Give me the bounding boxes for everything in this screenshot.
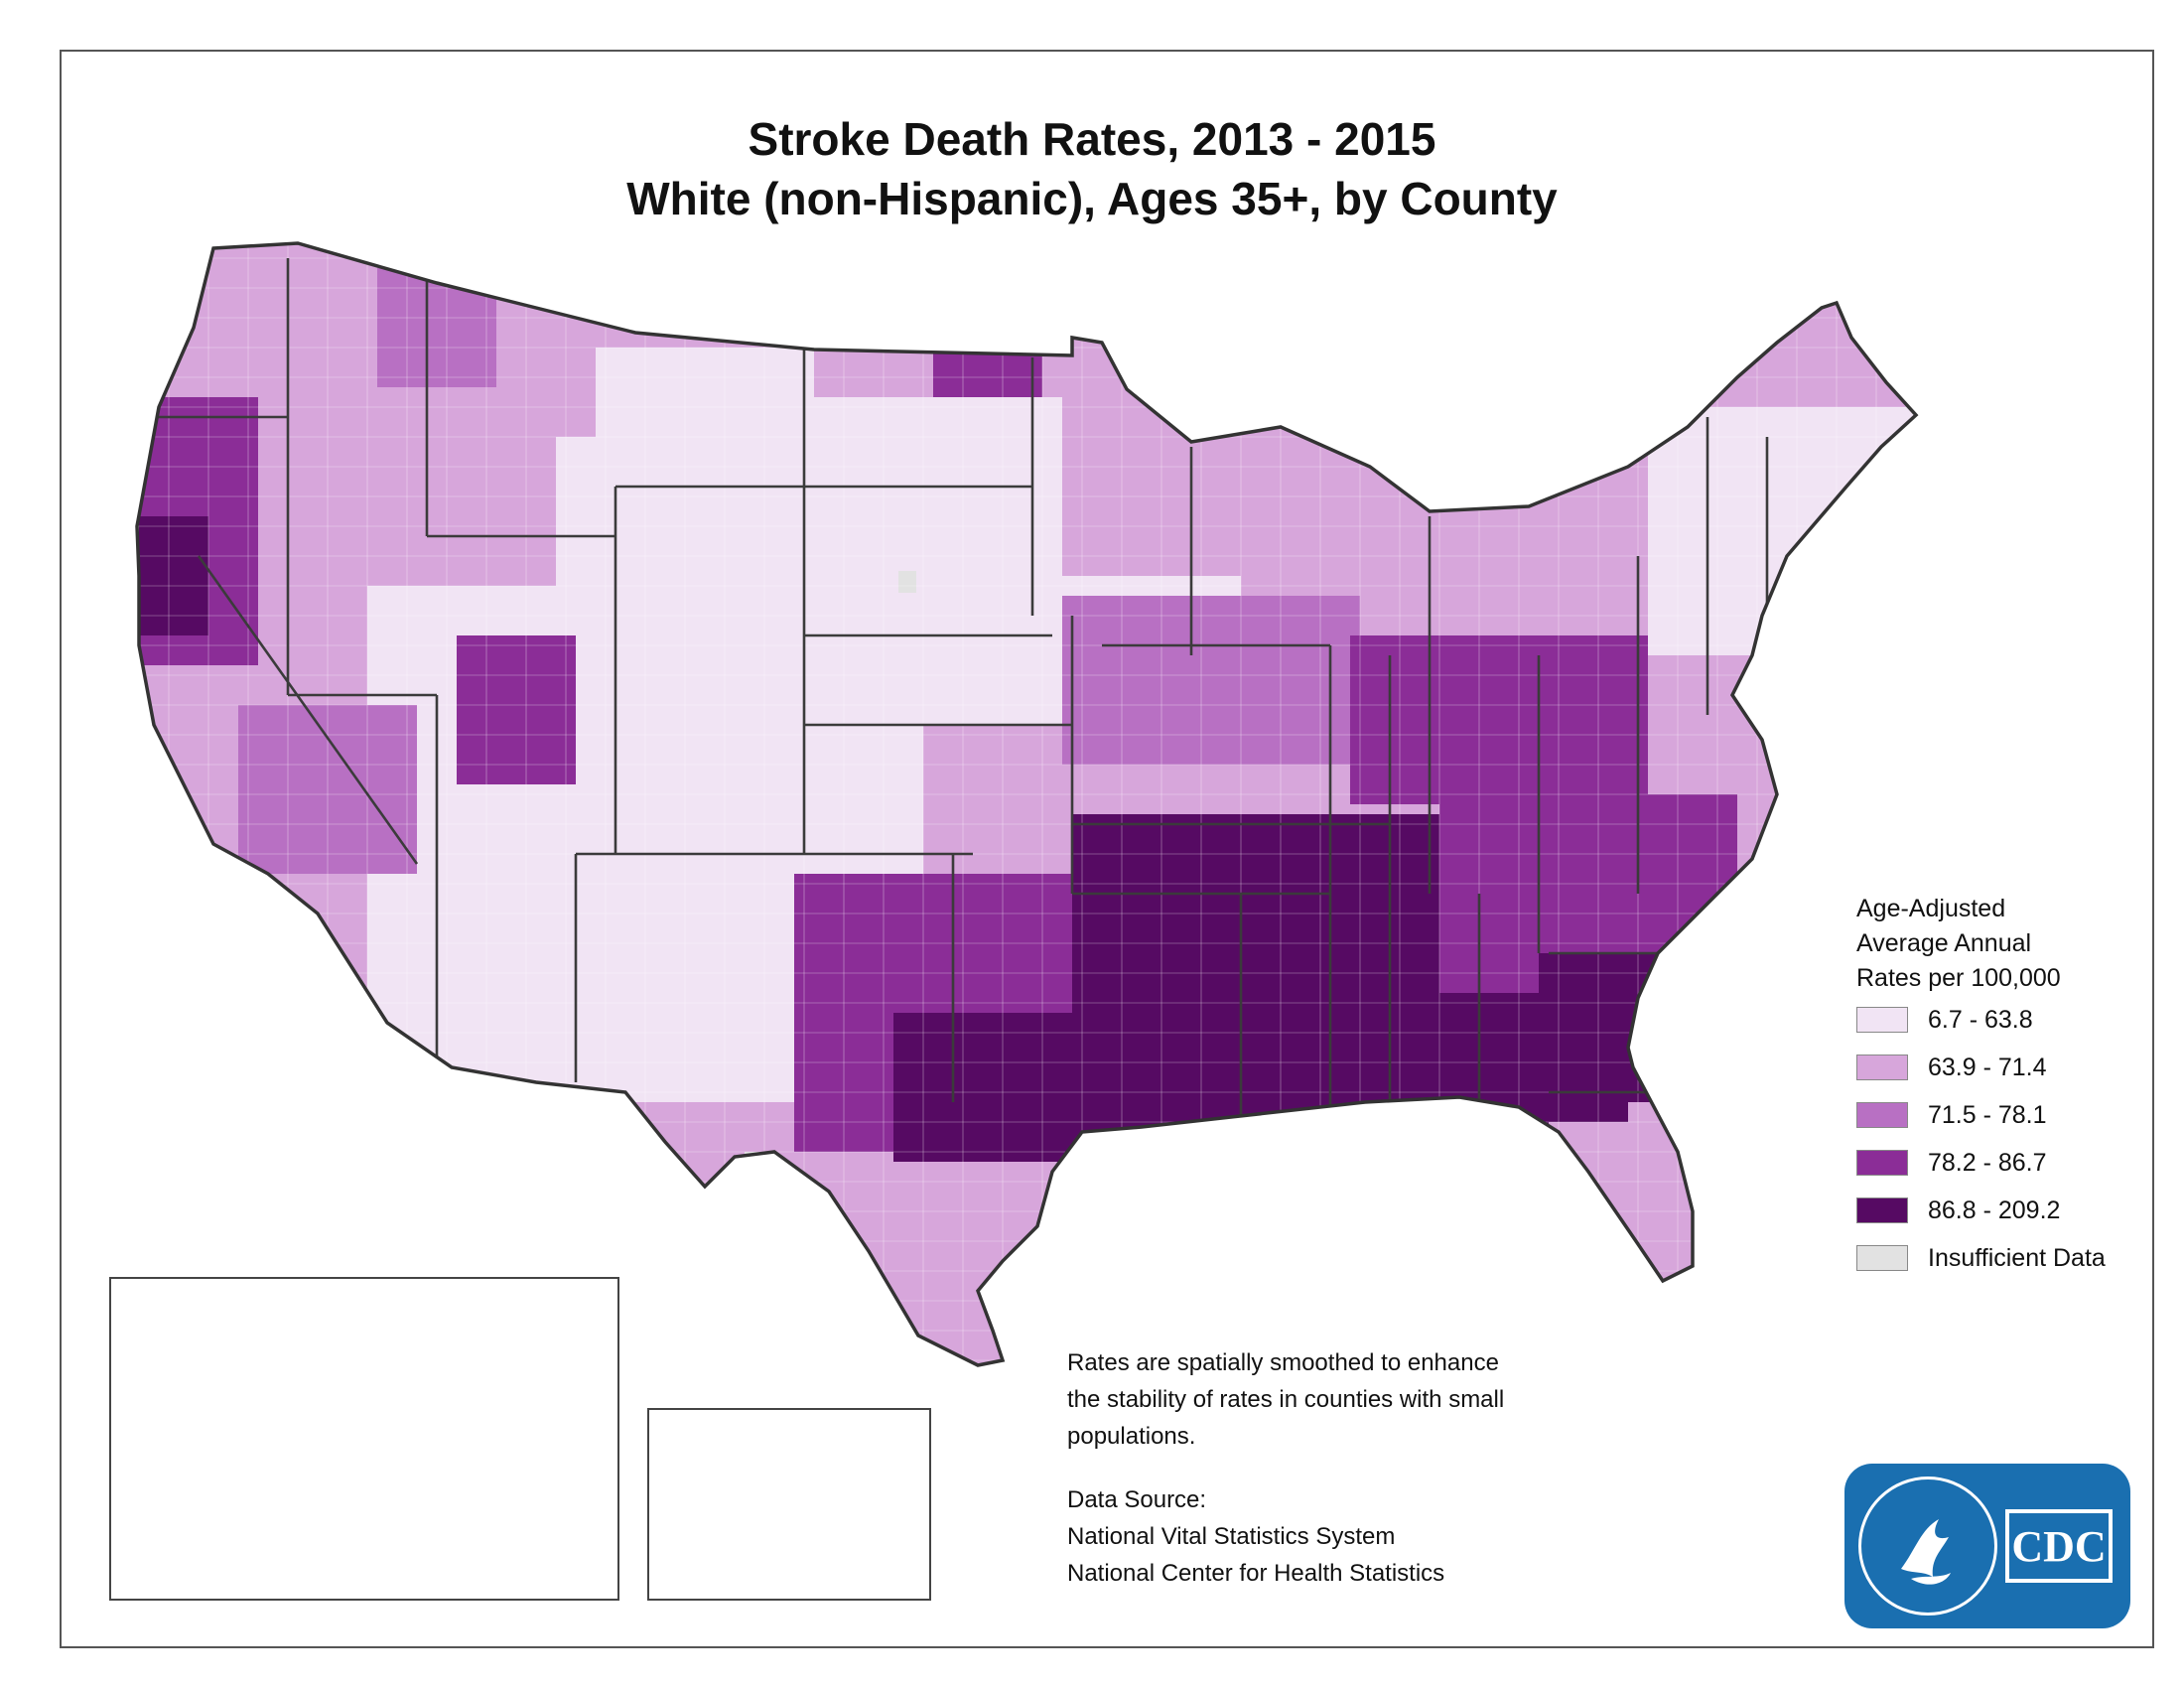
note-line: populations.: [1067, 1423, 1196, 1450]
source-line: Data Source:: [1067, 1486, 1207, 1513]
legend-item: Insufficient Data: [1856, 1243, 2106, 1273]
legend-swatch: [1856, 1197, 1908, 1223]
legend-label: 71.5 - 78.1: [1928, 1100, 2047, 1129]
legend-item: 71.5 - 78.1: [1856, 1100, 2047, 1130]
legend-title-line: Age-Adjusted: [1856, 895, 2006, 922]
source-line: National Center for Health Statistics: [1067, 1560, 1445, 1587]
legend-label: 63.9 - 71.4: [1928, 1053, 2047, 1081]
legend-swatch: [1856, 1245, 1908, 1271]
hawaii-inset: [647, 1408, 931, 1601]
legend-swatch: [1856, 1007, 1908, 1033]
note-line: the stability of rates in counties with …: [1067, 1386, 1505, 1413]
legend-label: Insufficient Data: [1928, 1243, 2106, 1272]
legend-title: Age-Adjusted Average Annual Rates per 10…: [1856, 892, 2061, 996]
legend-title-line: Rates per 100,000: [1856, 964, 2061, 992]
legend-item: 86.8 - 209.2: [1856, 1196, 2060, 1225]
state-borders: [149, 258, 1769, 1132]
legend-item: 78.2 - 86.7: [1856, 1148, 2047, 1178]
legend-label: 78.2 - 86.7: [1928, 1148, 2047, 1177]
legend-label: 86.8 - 209.2: [1928, 1196, 2061, 1224]
cdc-wordmark: CDC: [2005, 1509, 2113, 1583]
map-frame: [60, 50, 2154, 1648]
note-line: Rates are spatially smoothed to enhance: [1067, 1349, 1499, 1376]
legend-swatch: [1856, 1150, 1908, 1176]
cdc-logo: CDC: [1844, 1464, 2130, 1628]
legend-swatch: [1856, 1055, 1908, 1080]
legend-item: 6.7 - 63.8: [1856, 1005, 2033, 1035]
legend-swatch: [1856, 1102, 1908, 1128]
map-subtitle: White (non-Hispanic), Ages 35+, by Count…: [626, 173, 1558, 224]
legend-item: 63.9 - 71.4: [1856, 1053, 2047, 1082]
smoothing-note: Rates are spatially smoothed to enhance …: [1067, 1344, 1683, 1455]
data-source: Data Source: National Vital Statistics S…: [1067, 1481, 1444, 1592]
map-title: Stroke Death Rates, 2013 - 2015: [748, 113, 1436, 165]
legend-label: 6.7 - 63.8: [1928, 1005, 2033, 1034]
source-line: National Vital Statistics System: [1067, 1523, 1396, 1550]
legend-title-line: Average Annual: [1856, 929, 2032, 957]
hhs-eagle-icon: [1858, 1477, 1997, 1616]
alaska-inset: [109, 1277, 619, 1601]
